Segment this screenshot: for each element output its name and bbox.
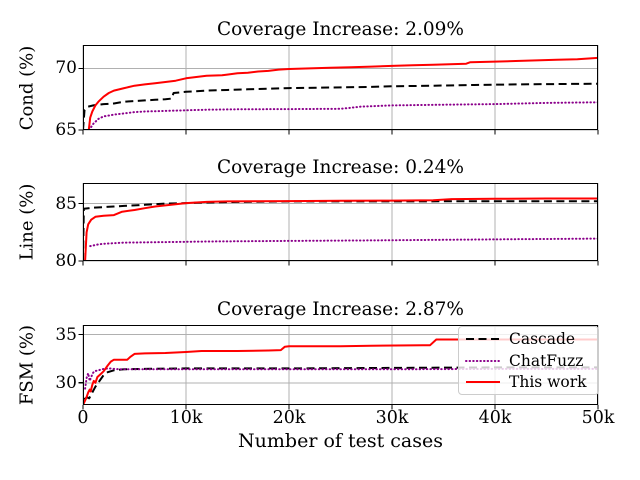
series-cascade xyxy=(83,366,598,401)
series-cascade xyxy=(83,200,598,261)
x-tick-label: 20k xyxy=(272,408,306,428)
x-tick-label: 30k xyxy=(375,408,409,428)
x-tick-labels: 0 10k 20k 30k 40k 50k xyxy=(77,407,614,429)
subplot-fsm: Coverage Increase: 2.87% FSM (%) 30 35 xyxy=(0,299,640,410)
series-this_work xyxy=(84,197,598,261)
series-this_work xyxy=(87,56,598,130)
y-tick-label: 80 xyxy=(55,251,77,271)
subplot-line-plot-area xyxy=(78,182,599,266)
cascade-dashed-line-icon xyxy=(466,338,500,341)
subplot-line-ytick-labels: 80 85 xyxy=(0,183,77,271)
x-tick-label: 10k xyxy=(169,408,203,428)
x-axis-label: Number of test cases xyxy=(238,430,443,452)
legend-label-chatfuzz: ChatFuzz xyxy=(509,351,584,370)
series-chatfuzz xyxy=(84,367,598,390)
series-this_work xyxy=(83,338,598,405)
legend-entry-thiswork: This work xyxy=(466,372,591,392)
axes-spines xyxy=(82,44,599,131)
subplot-fsm-ytick-labels: 30 35 xyxy=(0,325,77,405)
subplot-cond-title: Coverage Increase: 2.09% xyxy=(217,19,464,40)
subplot-fsm-title: Coverage Increase: 2.87% xyxy=(217,299,464,320)
axes-spines xyxy=(82,182,599,262)
x-tick-label: 50k xyxy=(581,408,615,428)
subplot-cond: Coverage Increase: 2.09% Cond (%) 65 70 xyxy=(0,19,640,140)
x-tick-label: 40k xyxy=(478,408,512,428)
y-tick-label: 65 xyxy=(55,120,77,140)
series-cascade xyxy=(83,82,598,130)
x-tick-label: 0 xyxy=(77,408,89,428)
legend-entry-chatfuzz: ChatFuzz xyxy=(465,351,591,371)
y-tick-label: 85 xyxy=(55,193,77,214)
subplot-line: Coverage Increase: 0.24% Line (%) 80 85 xyxy=(0,157,640,271)
subplot-cond-plot-area xyxy=(78,44,599,135)
thiswork-solid-line-icon xyxy=(466,380,500,383)
series-chatfuzz xyxy=(89,237,598,248)
subplot-cond-ytick-labels: 65 70 xyxy=(0,45,77,140)
legend-entry-cascade: Cascade xyxy=(466,329,591,349)
series-chatfuzz xyxy=(88,101,598,130)
legend-label-thiswork: This work xyxy=(509,372,587,391)
y-tick-label: 35 xyxy=(55,324,77,345)
legend: Cascade ChatFuzz This work xyxy=(458,326,599,395)
legend-label-cascade: Cascade xyxy=(509,330,576,349)
y-tick-label: 70 xyxy=(55,58,77,79)
chatfuzz-dotted-line-icon xyxy=(465,359,501,362)
subplot-line-title: Coverage Increase: 0.24% xyxy=(217,157,464,178)
y-tick-label: 30 xyxy=(55,372,77,393)
